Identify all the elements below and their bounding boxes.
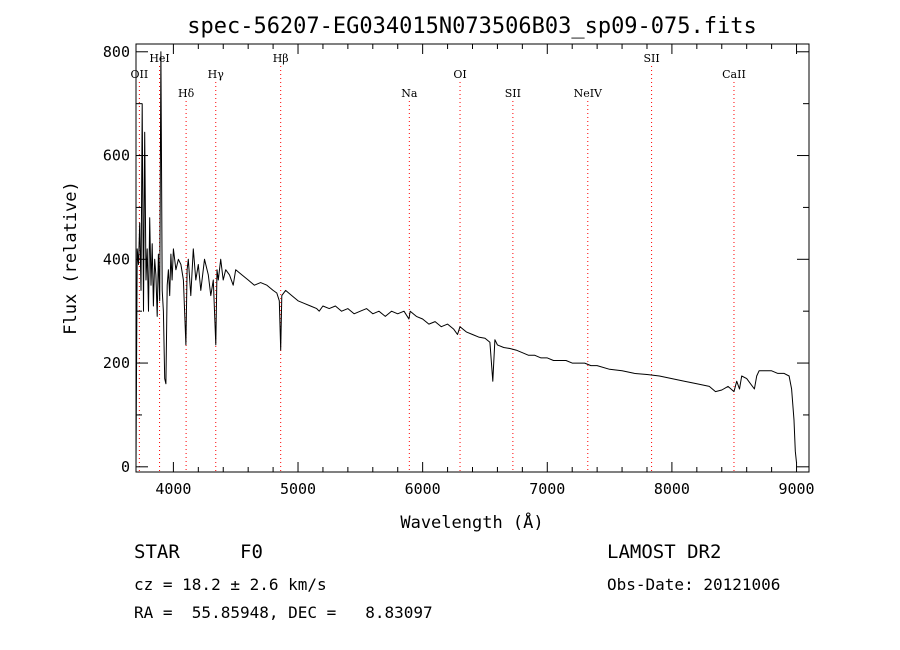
axis-ticks: 4000 5000 6000 7000 8000 9000 0 200 400 600 800 xyxy=(103,43,815,498)
redshift-velocity: cz = 18.2 ± 2.6 km/s xyxy=(134,575,327,594)
observation-date: Obs-Date: 20121006 xyxy=(607,575,781,594)
line-marker-label: SII xyxy=(643,52,659,65)
plot-frame xyxy=(135,43,810,473)
x-tick-label: 6000 xyxy=(405,480,441,498)
line-marker-label: NeIV xyxy=(574,87,603,100)
flux-series-line xyxy=(135,51,797,467)
y-tick-label: 400 xyxy=(103,250,130,268)
line-marker-label: CaII xyxy=(722,68,746,81)
y-tick-label: 0 xyxy=(121,458,130,476)
line-marker-label: Hδ xyxy=(178,87,195,100)
line-marker-label: OII xyxy=(131,68,149,81)
line-marker-label: Na xyxy=(401,87,418,100)
y-tick-label: 600 xyxy=(103,147,130,165)
line-marker-label: Hβ xyxy=(273,52,289,65)
sky-coordinates: RA = 55.85948, DEC = 8.83097 xyxy=(134,603,433,622)
line-marker-label: Hγ xyxy=(208,68,225,81)
line-marker-label: SII xyxy=(505,87,521,100)
object-class: STAR xyxy=(134,541,180,563)
chart-title: spec-56207-EG034015N073506B03_sp09-075.f… xyxy=(187,14,757,39)
y-axis-label: Flux (relative) xyxy=(61,181,81,335)
line-marker-label: HeI xyxy=(149,52,169,65)
x-tick-label: 5000 xyxy=(280,480,316,498)
x-axis-label: Wavelength (Å) xyxy=(400,511,543,533)
y-tick-label: 200 xyxy=(103,354,130,372)
x-tick-label: 4000 xyxy=(155,480,191,498)
x-tick-label: 7000 xyxy=(529,480,565,498)
x-tick-label: 8000 xyxy=(654,480,690,498)
line-marker-label: OI xyxy=(453,68,466,81)
y-tick-label: 800 xyxy=(103,43,130,61)
object-subclass: F0 xyxy=(240,541,263,563)
survey-name: LAMOST DR2 xyxy=(607,541,722,563)
x-tick-label: 9000 xyxy=(778,480,814,498)
